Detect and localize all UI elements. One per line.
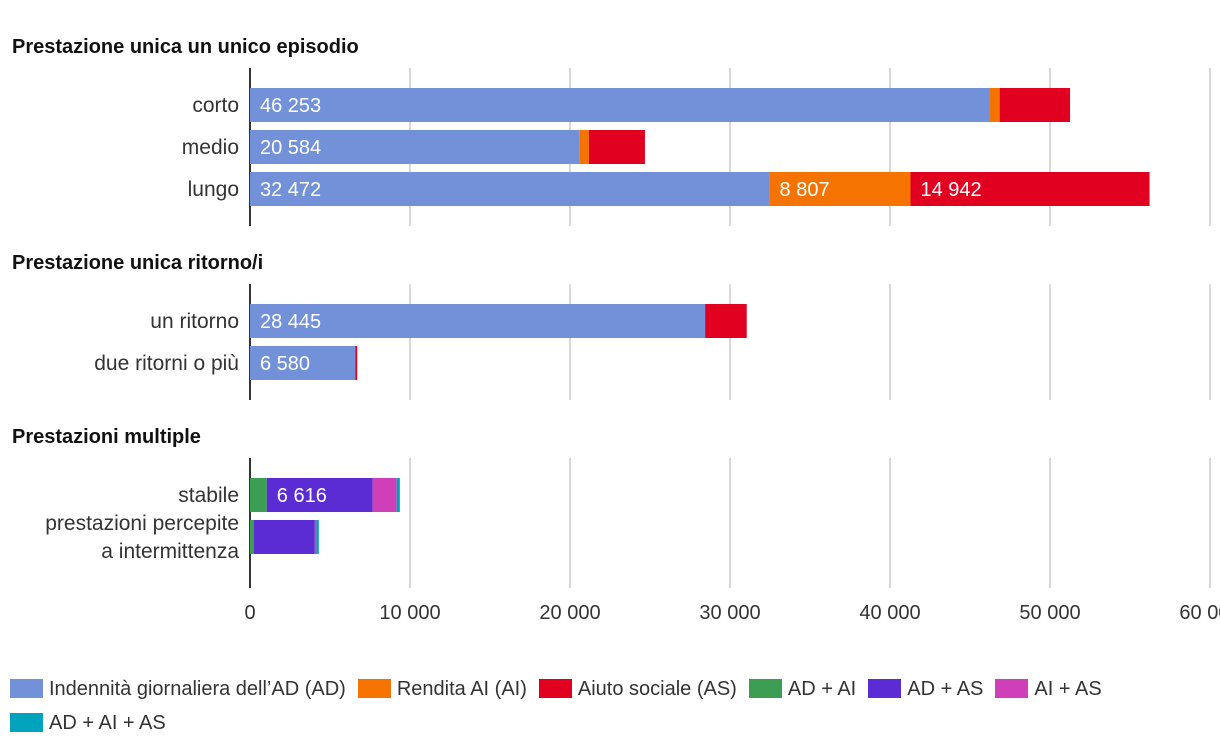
category-label: a intermittenza bbox=[101, 540, 239, 563]
group-title: Prestazioni multiple bbox=[12, 426, 201, 448]
data-label: 6 580 bbox=[260, 353, 310, 375]
x-tick-label: 10 000 bbox=[379, 602, 440, 624]
legend-label: AD + AI + AS bbox=[49, 712, 166, 734]
category-label: medio bbox=[182, 136, 239, 159]
data-label: 46 253 bbox=[260, 95, 321, 117]
legend-swatch bbox=[10, 713, 43, 732]
bar-segment bbox=[250, 130, 580, 164]
bar-segment bbox=[396, 478, 400, 512]
data-label: 8 807 bbox=[780, 179, 830, 201]
legend-swatch bbox=[357, 679, 391, 698]
bar-segment bbox=[266, 478, 373, 512]
bars bbox=[250, 88, 1150, 554]
bar-segment bbox=[579, 130, 589, 164]
bar-segment bbox=[999, 88, 1071, 122]
legend-swatch bbox=[868, 679, 902, 698]
legend-swatch bbox=[995, 679, 1029, 698]
legend-swatch bbox=[748, 679, 782, 698]
legend-item: Indennità giornaliera dell’AD (AD) bbox=[10, 672, 346, 706]
data-label: 6 616 bbox=[277, 485, 327, 507]
legend-item: AD + AI + AS bbox=[10, 706, 166, 740]
x-tick-label: 40 000 bbox=[859, 602, 920, 624]
category-label: lungo bbox=[188, 178, 239, 201]
group-title: Prestazione unica un unico episodio bbox=[12, 36, 359, 58]
category-label: due ritorni o più bbox=[94, 352, 239, 375]
group-title: Prestazione unica ritorno/i bbox=[12, 252, 263, 274]
data-label: 28 445 bbox=[260, 311, 321, 333]
legend-item: Aiuto sociale (AS) bbox=[538, 672, 737, 706]
stacked-bar-chart: Prestazione unica un unico episodio corto… bbox=[12, 36, 1220, 624]
data-label: 14 942 bbox=[920, 179, 981, 201]
bar-segment bbox=[372, 478, 397, 512]
bar-segment bbox=[250, 88, 991, 122]
bar-segment bbox=[250, 346, 356, 380]
legend-label: AD + AI bbox=[787, 678, 857, 700]
legend-label: Aiuto sociale (AS) bbox=[577, 678, 737, 700]
x-tick-label: 0 bbox=[244, 602, 255, 624]
bar-segment bbox=[355, 346, 358, 380]
bar-segment bbox=[250, 478, 267, 512]
category-label: corto bbox=[192, 94, 239, 117]
bar-segment bbox=[588, 130, 645, 164]
category-label: un ritorno bbox=[150, 310, 239, 333]
bar-segment bbox=[910, 172, 1150, 206]
x-tick-label: 60 000 bbox=[1179, 602, 1220, 624]
category-label: prestazioni percepite bbox=[45, 512, 239, 535]
x-tick-label: 30 000 bbox=[699, 602, 760, 624]
legend-item: AI + AS bbox=[995, 672, 1102, 706]
bar-segment bbox=[990, 88, 1000, 122]
bar-segment bbox=[250, 520, 254, 554]
legend-item: AD + AS bbox=[868, 672, 983, 706]
data-label: 32 472 bbox=[260, 179, 321, 201]
grid-lines bbox=[249, 68, 1211, 588]
x-tick-label: 20 000 bbox=[539, 602, 600, 624]
legend: Indennità giornaliera dell’AD (AD) Rendit… bbox=[10, 672, 1215, 740]
bar-segment bbox=[314, 520, 317, 554]
legend-label: AD + AS bbox=[907, 678, 984, 700]
data-label: 20 584 bbox=[260, 137, 321, 159]
bar-segment bbox=[316, 520, 319, 554]
bar-segment bbox=[254, 520, 315, 554]
bar-segment bbox=[250, 172, 770, 206]
legend-swatch bbox=[10, 679, 43, 698]
bar-segment bbox=[769, 172, 911, 206]
legend-label: AI + AS bbox=[1034, 678, 1102, 700]
category-label: stabile bbox=[178, 484, 239, 507]
legend-label: Indennità giornaliera dell’AD (AD) bbox=[49, 678, 346, 700]
legend-label: Rendita AI (AI) bbox=[396, 678, 527, 700]
bar-segment bbox=[705, 304, 747, 338]
bar-segment bbox=[250, 304, 706, 338]
legend-swatch bbox=[538, 679, 572, 698]
labels: Prestazione unica un unico episodio corto… bbox=[12, 36, 1220, 624]
legend-item: Rendita AI (AI) bbox=[357, 672, 527, 706]
legend-item: AD + AI bbox=[748, 672, 857, 706]
x-tick-label: 50 000 bbox=[1019, 602, 1080, 624]
